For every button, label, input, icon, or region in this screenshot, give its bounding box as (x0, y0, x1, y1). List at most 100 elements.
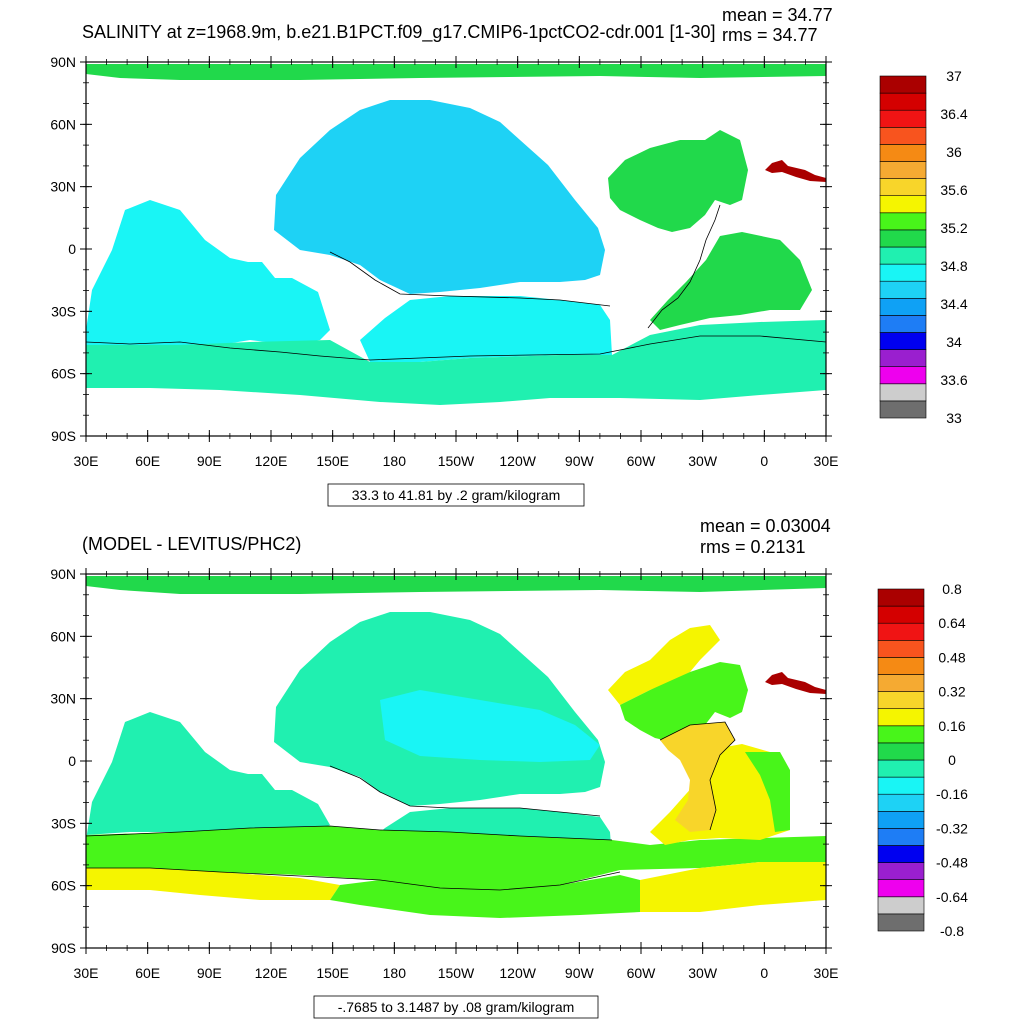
colorbar-label: 0.16 (938, 718, 965, 734)
x-tick-label: 0 (760, 453, 768, 469)
bottom-southern-yellow-band (86, 868, 340, 900)
colorbar-swatch (877, 776, 925, 795)
colorbar-label: 34 (946, 334, 962, 350)
y-tick-label: 60S (51, 366, 76, 382)
x-tick-label: 150E (316, 965, 349, 981)
x-tick-label: 150E (316, 453, 349, 469)
top-contour-south (85, 335, 827, 361)
colorbar-label: -0.48 (936, 855, 968, 871)
colorbar-swatch (877, 913, 925, 932)
x-tick-label: 120E (255, 453, 288, 469)
colorbar-swatch (877, 742, 925, 761)
colorbar-label: 35.2 (940, 220, 967, 236)
colorbar-label: 36 (946, 144, 962, 160)
bottom-title: (MODEL - LEVITUS/PHC2) (82, 534, 301, 554)
colorbar-swatch (877, 759, 925, 778)
colorbar-label: 0.64 (938, 615, 965, 631)
x-tick-label: 120W (499, 453, 536, 469)
colorbar-swatch (879, 178, 927, 197)
colorbar-label: 34.8 (940, 258, 967, 274)
colorbar-label: 0.8 (942, 581, 962, 597)
colorbar-swatch (877, 793, 925, 812)
y-tick-label: 30N (50, 179, 76, 195)
top-map (85, 61, 827, 437)
colorbar-label: -0.32 (936, 820, 968, 836)
y-tick-label: 30N (50, 691, 76, 707)
colorbar-label: -0.64 (936, 889, 968, 905)
y-tick-label: 30S (51, 303, 76, 319)
colorbar-swatch (877, 708, 925, 727)
x-tick-label: 90E (197, 453, 222, 469)
bottom-contour-1 (85, 825, 613, 841)
x-tick-label: 30E (74, 453, 99, 469)
top-pacific-south (360, 296, 612, 362)
y-tick-label: 60N (50, 628, 76, 644)
colorbar-swatch (879, 229, 927, 248)
top-title: SALINITY at z=1968.9m, b.e21.B1PCT.f09_g… (82, 22, 716, 43)
top-atlantic-south (650, 232, 812, 330)
y-tick-label: 60S (51, 878, 76, 894)
colorbar-swatch (879, 280, 927, 299)
colorbar-swatch (877, 605, 925, 624)
colorbar-label: 0.48 (938, 649, 965, 665)
colorbar-label: 34.4 (940, 296, 967, 312)
colorbar-swatch (879, 144, 927, 162)
bottom-mediterranean (765, 672, 826, 694)
bottom-panel: (MODEL - LEVITUS/PHC2) mean = 0.03004 rm… (50, 516, 968, 1019)
colorbar-swatch (879, 263, 927, 282)
colorbar-swatch (877, 845, 925, 863)
colorbar-swatch (879, 195, 927, 214)
colorbar-label: 0.32 (938, 684, 965, 700)
x-tick-label: 60E (135, 965, 160, 981)
top-pacific-north (274, 100, 605, 294)
colorbar-swatch (879, 92, 927, 111)
bottom-contour-3 (329, 765, 601, 817)
top-indian-ocean (86, 200, 330, 345)
colorbar-swatch (877, 828, 925, 846)
top-mediterranean (765, 160, 826, 182)
bottom-south-green-band (86, 826, 826, 890)
colorbar-label: -0.8 (940, 923, 964, 939)
y-tick-label: 30S (51, 815, 76, 831)
colorbar-swatch (879, 127, 927, 145)
bottom-atlantic-north-green (620, 662, 748, 742)
x-tick-label: 60E (135, 453, 160, 469)
colorbar-swatch (877, 622, 925, 641)
bottom-contour-info: -.7685 to 3.1487 by .08 gram/kilogram (338, 999, 575, 1015)
x-tick-label: 150W (438, 453, 475, 469)
top-southern-ocean (86, 320, 826, 405)
colorbar-swatch (879, 109, 927, 128)
top-contour-info-box: 33.3 to 41.81 by .2 gram/kilogram (327, 483, 585, 507)
colorbar-swatch (879, 349, 927, 368)
y-tick-label: 90N (50, 566, 76, 582)
bottom-map (85, 573, 827, 949)
colorbar-swatch (877, 657, 925, 675)
top-mean: mean = 34.77 (722, 5, 833, 25)
colorbar-swatch (879, 246, 927, 265)
colorbar-swatch (877, 896, 925, 915)
bottom-atlantic-east-green (745, 752, 790, 832)
x-tick-label: 30W (688, 453, 718, 469)
top-contour-atlantic (647, 204, 721, 329)
colorbar-label: 35.6 (940, 182, 967, 198)
bottom-y-axis: 90N 60N 30N 0 30S 60S 90S (50, 566, 832, 956)
colorbar-swatch (877, 691, 925, 709)
bottom-arctic-ocean (86, 576, 826, 594)
colorbar-label: 33.6 (940, 372, 967, 388)
colorbar-swatch (877, 674, 925, 692)
x-tick-label: 120W (499, 965, 536, 981)
bottom-southern-green-south (330, 875, 640, 918)
bottom-atlantic-southeast-yellow (640, 862, 826, 912)
top-y-axis: 90N 60N 30N 0 30S 60S 90S (50, 54, 832, 444)
y-tick-label: 60N (50, 116, 76, 132)
colorbar-swatch (879, 400, 927, 419)
x-tick-label: 180 (383, 965, 407, 981)
x-tick-label: 90E (197, 965, 222, 981)
colorbar-swatch (879, 383, 927, 402)
y-tick-label: 90S (51, 940, 76, 956)
colorbar-swatch (877, 862, 925, 880)
bottom-atlantic-orange-tongue (660, 722, 735, 832)
y-tick-label: 0 (68, 753, 76, 769)
bottom-contour-2 (86, 867, 621, 891)
